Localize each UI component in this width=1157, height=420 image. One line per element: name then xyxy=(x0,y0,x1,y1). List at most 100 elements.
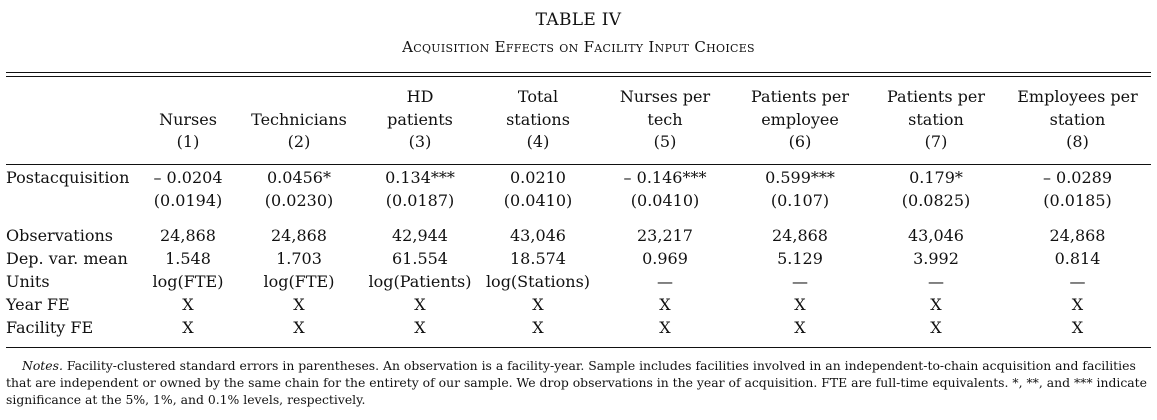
column-number: (5) xyxy=(653,132,677,151)
table-cell: X xyxy=(293,294,305,314)
table-cell: X xyxy=(794,294,806,314)
table-cell: — xyxy=(1069,271,1086,291)
table-cell: X xyxy=(182,294,194,314)
top-rule xyxy=(6,72,1151,73)
column-header: HD xyxy=(406,87,434,106)
column-header: Employees per xyxy=(1017,87,1138,106)
table-cell: 42,944 xyxy=(392,225,448,245)
standard-error-cell: (0.0185) xyxy=(1043,190,1112,210)
table-cell: — xyxy=(792,271,808,291)
table-cell: 24,868 xyxy=(772,225,828,245)
column-header: Patients per xyxy=(887,87,985,106)
table-cell: X xyxy=(414,294,426,314)
table-cell: X xyxy=(1071,294,1084,314)
coefficient-cell: 0.599*** xyxy=(765,167,835,187)
table-cell: X xyxy=(659,317,671,337)
table-cell: 43,046 xyxy=(510,225,566,245)
standard-error-cell: (0.0410) xyxy=(503,190,573,210)
column-header: Total xyxy=(517,87,559,106)
coefficient-cell: 0.0210 xyxy=(510,167,566,187)
column-header: tech xyxy=(647,109,683,129)
table-cell: X xyxy=(532,317,544,337)
standard-error-cell: (0.0230) xyxy=(264,190,334,210)
standard-error-cell: (0.0194) xyxy=(153,190,223,210)
table-cell: 43,046 xyxy=(908,225,964,245)
coefficient-cell: 0.134*** xyxy=(385,167,455,187)
table-row-standard-errors: (0.0194) (0.0230) (0.0187) (0.0410) (0.0… xyxy=(6,189,1151,212)
coefficient-cell: 0.0456* xyxy=(267,167,331,187)
table-cell: log(FTE) xyxy=(152,271,224,291)
column-header: Technicians xyxy=(251,109,347,129)
bottom-rule xyxy=(6,347,1151,348)
column-number: (1) xyxy=(176,132,200,151)
standard-error-cell: (0.0410) xyxy=(630,190,700,210)
table-cell: 0.969 xyxy=(642,248,688,268)
table-row-postacquisition: Postacquisition – 0.0204 0.0456* 0.134**… xyxy=(6,166,1151,189)
table-row-observations: Observations 24,868 24,868 42,944 43,046… xyxy=(6,224,1151,247)
column-header: station xyxy=(908,109,964,129)
table-row-year-fe: Year FE X X X X X X X X xyxy=(6,293,1151,316)
table-row-facility-fe: Facility FE X X X X X X X X xyxy=(6,316,1151,339)
column-number: (6) xyxy=(788,132,812,151)
column-header: patients xyxy=(387,109,453,129)
table-cell: 1.548 xyxy=(165,248,211,268)
notes-lead: Notes. xyxy=(22,358,63,373)
column-number: (8) xyxy=(1066,132,1089,151)
table-cell: 1.703 xyxy=(276,248,322,268)
table-subtitle: Acquisition Effects on Facility Input Ch… xyxy=(402,38,755,56)
table-cell: X xyxy=(414,317,426,337)
header-row-1: HD Total Nurses per Patients per Patient… xyxy=(6,86,1151,109)
table-cell: log(Stations) xyxy=(485,271,591,291)
column-header: Nurses xyxy=(159,109,217,129)
table-cell: X xyxy=(182,317,194,337)
table-cell: 23,217 xyxy=(637,225,693,245)
row-label: Units xyxy=(6,271,50,291)
column-header xyxy=(236,86,362,109)
column-header: stations xyxy=(506,109,570,129)
table-cell: 24,868 xyxy=(160,225,216,245)
notes-text: Facility-clustered standard errors in pa… xyxy=(6,358,1147,407)
coefficient-cell: – 0.0289 xyxy=(1042,167,1113,187)
coefficient-cell: 0.179* xyxy=(909,167,963,187)
row-label: Facility FE xyxy=(6,317,94,337)
table-cell: X xyxy=(1071,317,1084,337)
coefficient-cell: – 0.0204 xyxy=(153,167,223,187)
standard-error-cell: (0.0825) xyxy=(901,190,971,210)
column-header xyxy=(140,86,236,109)
row-label: Observations xyxy=(6,225,113,245)
table-cell: 3.992 xyxy=(913,248,959,268)
table-cell: 0.814 xyxy=(1054,248,1101,268)
column-number: (7) xyxy=(924,132,948,151)
table-row-dep-var-mean: Dep. var. mean 1.548 1.703 61.554 18.574… xyxy=(6,247,1151,270)
row-label: Postacquisition xyxy=(6,167,130,187)
column-header: Nurses per xyxy=(619,87,711,106)
top-rule-double xyxy=(6,76,1151,77)
table-notes: Notes. Facility-clustered standard error… xyxy=(6,357,1151,408)
column-header: employee xyxy=(761,109,839,129)
table-row-units: Units log(FTE) log(FTE) log(Patients) lo… xyxy=(6,270,1151,293)
column-header: station xyxy=(1049,109,1106,129)
table-cell: log(FTE) xyxy=(263,271,335,291)
table-cell: X xyxy=(532,294,544,314)
column-header: Patients per xyxy=(751,87,849,106)
column-number: (2) xyxy=(287,132,311,151)
table-cell: X xyxy=(930,317,942,337)
row-label: Dep. var. mean xyxy=(6,248,128,268)
coefficient-cell: – 0.146*** xyxy=(623,167,707,187)
table-cell: 5.129 xyxy=(777,248,823,268)
header-row-numbers: (1) (2) (3) (4) (5) (6) (7) (8) xyxy=(6,131,1151,154)
table-cell: X xyxy=(794,317,806,337)
standard-error-cell: (0.0187) xyxy=(385,190,455,210)
header-rule xyxy=(6,164,1151,165)
table-cell: 24,868 xyxy=(271,225,327,245)
table-cell: log(Patients) xyxy=(368,271,472,291)
table-cell: — xyxy=(928,271,944,291)
column-number: (3) xyxy=(408,132,432,151)
standard-error-cell: (0.107) xyxy=(770,190,830,210)
header-row-2: Nurses Technicians patients stations tec… xyxy=(6,109,1151,132)
table-cell: X xyxy=(930,294,942,314)
table-cell: 61.554 xyxy=(392,248,448,268)
table-title: TABLE IV xyxy=(535,10,622,30)
table-cell: 18.574 xyxy=(510,248,566,268)
table-cell: X xyxy=(659,294,671,314)
